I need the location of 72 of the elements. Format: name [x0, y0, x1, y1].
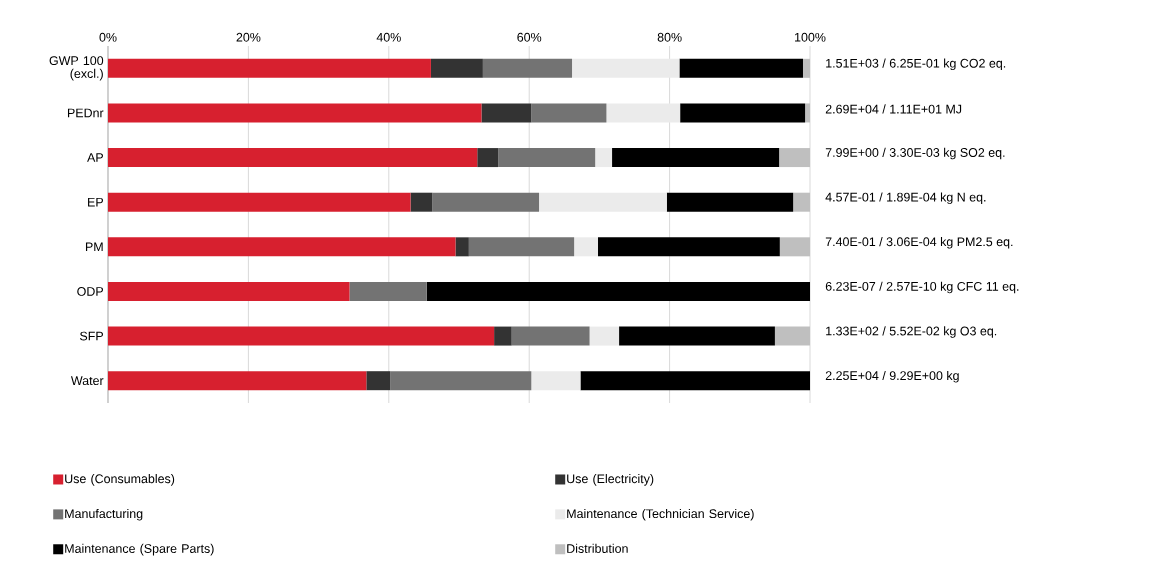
text: 6.23E-07 / 2.57E-10 kg CFC 11 eq. [825, 281, 1019, 294]
bar [108, 103, 482, 123]
bar [606, 103, 681, 123]
text: 2.25E+04 / 9.29E+00 kg [825, 370, 959, 383]
bar [531, 371, 581, 391]
bar [468, 237, 575, 257]
bar [779, 237, 811, 257]
x-tick-label: 60% [517, 32, 542, 42]
bar [108, 371, 367, 391]
legend-label: Use (Consumables) [65, 474, 175, 486]
bar [680, 103, 806, 123]
y-tick-label: GWP 100 (excl.) [49, 56, 104, 81]
bar [779, 148, 811, 168]
legend-label: Maintenance (Spare Parts) [65, 543, 214, 556]
bar [511, 326, 590, 346]
bar [666, 192, 794, 212]
bar [108, 326, 495, 346]
y-tick-label: EP [88, 197, 103, 207]
legend-label: Distribution [567, 543, 628, 553]
x-tick-label: 100% [795, 32, 826, 42]
bar [598, 237, 780, 257]
legend-label: Use (Electricity) [567, 474, 654, 486]
text: 4.57E-01 / 1.89E-04 kg N eq. [825, 192, 986, 204]
bar [580, 371, 811, 391]
bar [108, 192, 411, 212]
bar [612, 148, 780, 168]
y-tick-label: PM [85, 242, 103, 252]
bar [108, 281, 350, 301]
x-tick-label: 80% [657, 32, 682, 42]
legend-label: Maintenance (Technician Service) [567, 508, 754, 521]
bar [805, 103, 811, 123]
bar [802, 58, 811, 78]
bar [432, 192, 540, 212]
y-tick-label: Water [70, 376, 104, 386]
bar [482, 58, 573, 78]
bar [481, 103, 532, 123]
bar [793, 192, 811, 212]
bar [108, 237, 456, 257]
bar [390, 371, 532, 391]
bar [679, 58, 803, 78]
y-tick-label: ODP [77, 287, 103, 296]
bar [455, 237, 469, 257]
y-tick-label: AP [87, 153, 103, 162]
text: 1.51E+03 / 6.25E-01 kg CO2 eq. [826, 58, 1006, 71]
bar [108, 58, 431, 78]
text: 7.99E+00 / 3.30E-03 kg SO2 eq. [825, 147, 1005, 160]
bar [619, 326, 775, 346]
bar [430, 58, 483, 78]
bar [531, 103, 607, 123]
bar [366, 371, 391, 391]
bar [589, 326, 620, 346]
bar [539, 192, 667, 212]
text: 2.69E+04 / 1.11E+01 MJ [825, 104, 962, 114]
bar [410, 192, 433, 212]
bar [349, 281, 427, 301]
bar [498, 148, 596, 168]
text: 1.33E+02 / 5.52E-02 kg O3 eq. [826, 326, 997, 338]
bar [108, 148, 478, 168]
bar [574, 237, 598, 257]
x-tick-label: 20% [236, 32, 261, 42]
y-tick-label: SFP [79, 331, 103, 341]
bar [595, 148, 613, 168]
bar [426, 281, 811, 301]
bar [572, 58, 680, 78]
bar [774, 326, 811, 346]
bar [477, 148, 499, 168]
y-tick-label: PEDnr [67, 108, 104, 118]
x-tick-label: 40% [376, 32, 401, 42]
text: 7.40E-01 / 3.06E-04 kg PM2.5 eq. [825, 237, 1013, 249]
bar [494, 326, 512, 346]
legend-label: Manufacturing [65, 508, 143, 521]
x-tick-label: 0% [99, 32, 117, 42]
